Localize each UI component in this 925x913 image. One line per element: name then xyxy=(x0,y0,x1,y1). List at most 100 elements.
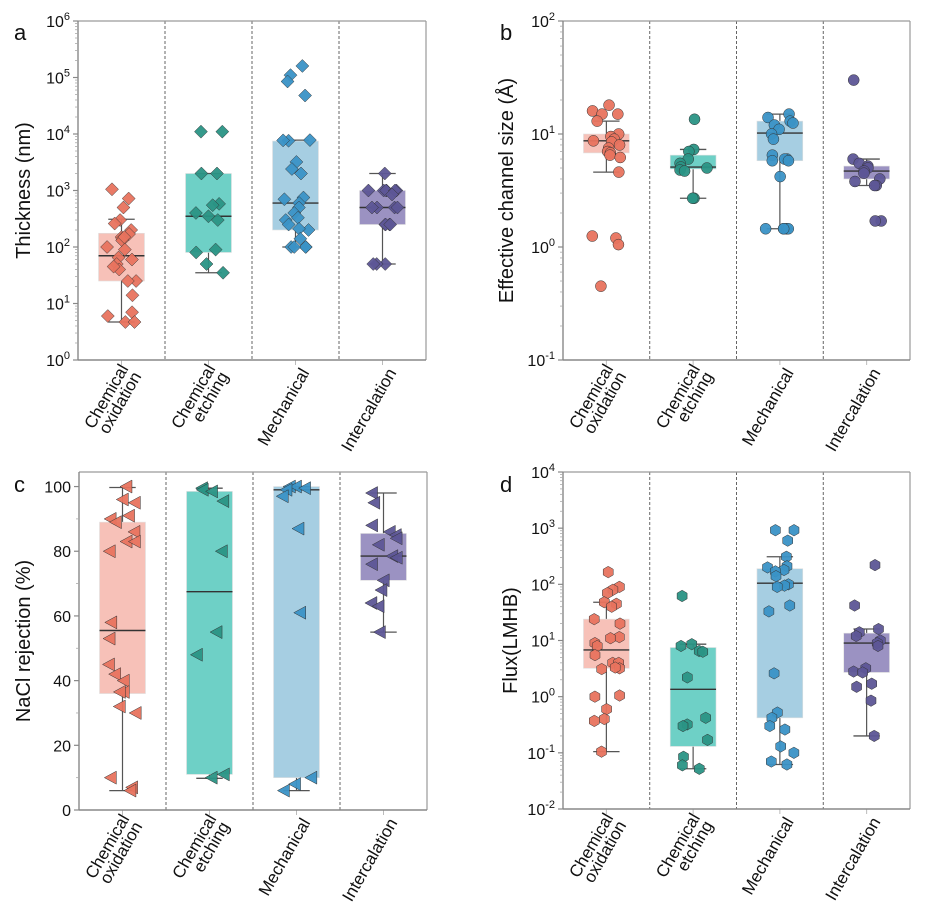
data-point xyxy=(194,166,209,181)
data-point xyxy=(768,667,780,680)
data-point xyxy=(777,223,790,235)
data-point xyxy=(682,671,693,684)
data-point xyxy=(784,599,796,612)
data-point xyxy=(588,613,600,626)
data-point xyxy=(115,492,129,507)
y-tick-label-base: 10 xyxy=(46,240,64,257)
data-point xyxy=(210,166,224,181)
data-point xyxy=(367,495,381,510)
y-tick-label: 101 xyxy=(531,631,555,651)
x-tick-label: Chemicaletching xyxy=(652,361,717,439)
data-point xyxy=(365,518,378,533)
box-group xyxy=(359,166,406,271)
y-tick-label-base: 10 xyxy=(531,577,549,594)
data-point xyxy=(595,280,607,292)
data-point xyxy=(858,167,870,179)
box-group xyxy=(669,113,717,205)
data-point xyxy=(763,605,775,618)
data-point xyxy=(194,124,208,139)
x-tick-label-line: Intercalation xyxy=(338,365,401,455)
data-point xyxy=(694,762,705,775)
data-point xyxy=(702,733,713,746)
data-point xyxy=(106,259,121,274)
data-point xyxy=(603,99,615,111)
y-tick-label-base: 10 xyxy=(46,14,64,31)
data-point xyxy=(205,198,220,213)
data-point xyxy=(613,166,625,178)
data-point xyxy=(102,631,116,646)
y-axis-label: Effective channel size (Å) xyxy=(495,78,518,303)
y-tick-label-base: 10 xyxy=(531,634,549,651)
box-iqr xyxy=(186,491,233,775)
data-point xyxy=(120,274,135,288)
data-point xyxy=(205,484,218,499)
data-point xyxy=(199,257,214,271)
y-tick-label-exponent: 0 xyxy=(549,687,555,699)
data-point xyxy=(848,665,859,678)
data-point xyxy=(601,703,612,716)
data-point xyxy=(767,133,780,145)
y-tick-label-base: 80 xyxy=(53,544,71,561)
data-point xyxy=(849,175,861,188)
data-point xyxy=(128,706,142,720)
data-point xyxy=(678,165,691,177)
data-point xyxy=(606,600,617,613)
y-tick-label: 10-1 xyxy=(527,350,555,370)
data-point xyxy=(614,689,625,702)
data-point xyxy=(208,242,223,257)
y-tick-label: 0 xyxy=(62,803,71,820)
data-point xyxy=(857,666,868,679)
x-tick-label: Mechanical xyxy=(738,814,797,898)
data-point xyxy=(285,162,299,176)
box-group xyxy=(272,59,319,254)
x-tick-label: Chemicaloxidation xyxy=(565,810,630,888)
y-tick-label-base: 10 xyxy=(531,521,549,538)
data-point xyxy=(688,113,701,126)
data-point xyxy=(102,544,116,559)
y-tick-label-base: 100 xyxy=(44,480,71,497)
y-tick-label: 20 xyxy=(53,738,71,755)
y-tick-label-exponent: 3 xyxy=(64,181,70,193)
x-tick-label-line: Intercalation xyxy=(822,814,885,904)
data-point xyxy=(216,265,230,280)
y-tick-label-exponent: 5 xyxy=(64,68,70,80)
data-point xyxy=(782,154,795,167)
box-group xyxy=(99,479,146,798)
data-point xyxy=(104,615,118,630)
data-point xyxy=(850,630,862,643)
data-point xyxy=(125,252,139,267)
box-iqr xyxy=(669,647,717,747)
data-point xyxy=(280,74,295,89)
data-point xyxy=(605,632,616,645)
data-point xyxy=(112,685,126,699)
panel-b: b Chemicaloxidation Chemicaletching Mechani… xyxy=(495,11,911,455)
y-axis-label: Flux(LMHB) xyxy=(500,587,522,694)
panel-a: a Chemicaloxidation Chemicaletching Mechani… xyxy=(13,11,427,455)
box-group xyxy=(186,481,233,785)
data-point xyxy=(612,238,625,251)
y-tick-label-exponent: 1 xyxy=(549,124,555,136)
data-point xyxy=(365,486,378,500)
y-tick-label: 60 xyxy=(53,609,71,626)
data-point xyxy=(868,179,881,192)
x-tick-label-line: Mechanical xyxy=(255,815,314,899)
data-point xyxy=(123,783,137,798)
y-tick-label: 104 xyxy=(531,462,555,482)
data-point xyxy=(614,631,625,644)
x-tick-label: Chemicaloxidation xyxy=(81,811,146,889)
y-tick-label-base: 10 xyxy=(46,353,64,370)
y-tick-label-exponent: 2 xyxy=(549,11,555,23)
data-point xyxy=(589,714,600,727)
data-point xyxy=(766,755,777,768)
y-tick-label: 102 xyxy=(531,11,555,31)
data-point xyxy=(778,563,790,577)
y-tick-label-base: 10 xyxy=(531,465,549,482)
data-point xyxy=(214,544,228,559)
data-point xyxy=(614,617,626,630)
box-group xyxy=(273,479,320,798)
data-point xyxy=(216,494,230,509)
y-tick-label-exponent: 1 xyxy=(549,631,555,643)
y-tick-label-exponent: 1 xyxy=(64,294,70,306)
data-point xyxy=(127,524,141,539)
